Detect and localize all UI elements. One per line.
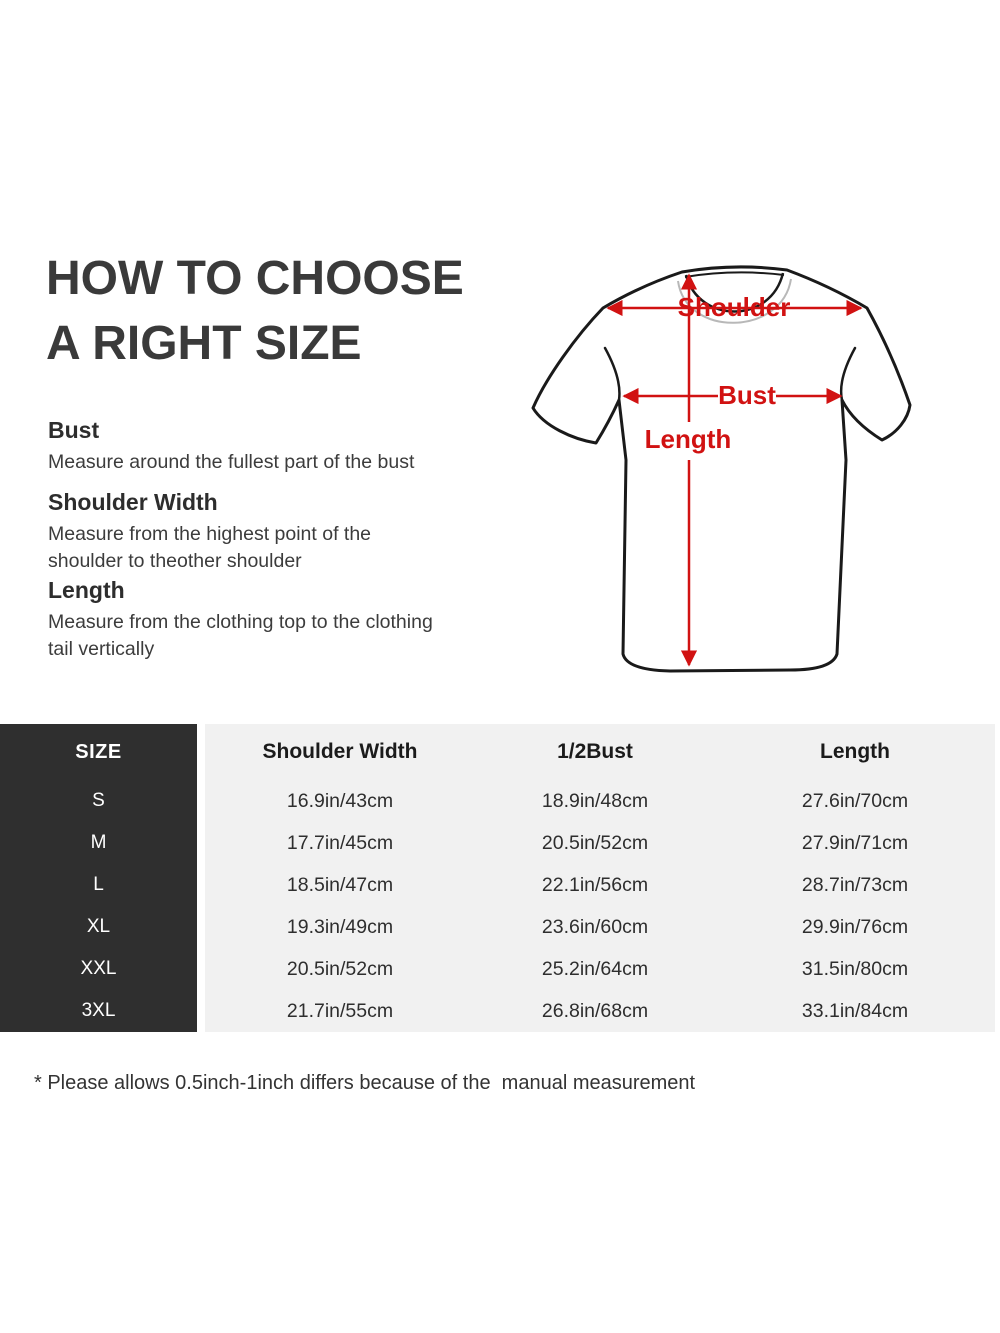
- diagram-bust-label: Bust: [718, 380, 776, 410]
- table-row: L 18.5in/47cm 22.1in/56cm 28.7in/73cm: [0, 864, 995, 906]
- size-cell: XL: [0, 906, 197, 948]
- page-title-line2: A RIGHT SIZE: [46, 317, 362, 370]
- instruction-length: Length Measure from the clothing top to …: [48, 575, 448, 662]
- size-cell: S: [0, 780, 197, 822]
- length-cell: 27.6in/70cm: [715, 780, 995, 822]
- table-row: S 16.9in/43cm 18.9in/48cm 27.6in/70cm: [0, 780, 995, 822]
- page-title-line1: HOW TO CHOOSE: [46, 252, 464, 305]
- length-cell: 31.5in/80cm: [715, 948, 995, 990]
- measurement-disclaimer: * Please allows 0.5inch-1inch differs be…: [34, 1072, 696, 1094]
- table-row: 3XL 21.7in/55cm 26.8in/68cm 33.1in/84cm: [0, 990, 995, 1032]
- bust-cell: 22.1in/56cm: [475, 864, 715, 906]
- instruction-heading: Shoulder Width: [48, 489, 218, 515]
- bust-cell: 18.9in/48cm: [475, 780, 715, 822]
- instruction-heading: Length: [48, 577, 125, 603]
- length-cell: 28.7in/73cm: [715, 864, 995, 906]
- bust-cell: 20.5in/52cm: [475, 822, 715, 864]
- shoulder-cell: 16.9in/43cm: [205, 780, 475, 822]
- tshirt-outline-shape: [531, 265, 912, 673]
- column-gap: [197, 822, 205, 864]
- instruction-shoulder-width: Shoulder Width Measure from the highest …: [48, 487, 448, 574]
- shoulder-cell: 17.7in/45cm: [205, 822, 475, 864]
- col-header-bust: 1/2Bust: [475, 724, 715, 780]
- instruction-body: Measure from the clothing top to the clo…: [48, 611, 433, 660]
- diagram-shoulder-label: Shoulder: [678, 292, 791, 322]
- column-gap: [197, 780, 205, 822]
- col-header-length: Length: [715, 724, 995, 780]
- length-cell: 27.9in/71cm: [715, 822, 995, 864]
- diagram-length-label: Length: [645, 424, 732, 454]
- collar-shadow-curve: [677, 278, 792, 324]
- size-cell: XXL: [0, 948, 197, 990]
- column-gap: [197, 864, 205, 906]
- table-header-row: SIZE Shoulder Width 1/2Bust Length: [0, 724, 995, 780]
- shoulder-cell: 18.5in/47cm: [205, 864, 475, 906]
- tshirt-diagram: Shoulder Bust Length: [531, 265, 912, 673]
- col-header-size: SIZE: [0, 724, 197, 780]
- instruction-body: Measure from the highest point of the sh…: [48, 523, 372, 572]
- bust-cell: 23.6in/60cm: [475, 906, 715, 948]
- instruction-body: Measure around the fullest part of the b…: [48, 451, 415, 473]
- size-table: SIZE Shoulder Width 1/2Bust Length S 16.…: [0, 724, 995, 1032]
- left-armhole-seam: [603, 346, 621, 402]
- page-title: HOW TO CHOOSE A RIGHT SIZE: [46, 246, 464, 376]
- col-header-shoulder: Shoulder Width: [205, 724, 475, 780]
- length-cell: 33.1in/84cm: [715, 990, 995, 1032]
- size-cell: L: [0, 864, 197, 906]
- table-row: XXL 20.5in/52cm 25.2in/64cm 31.5in/80cm: [0, 948, 995, 990]
- instruction-bust: Bust Measure around the fullest part of …: [48, 415, 448, 476]
- bust-cell: 25.2in/64cm: [475, 948, 715, 990]
- size-cell: 3XL: [0, 990, 197, 1032]
- bust-cell: 26.8in/68cm: [475, 990, 715, 1032]
- column-gap: [197, 948, 205, 990]
- instruction-heading: Bust: [48, 417, 100, 443]
- shoulder-cell: 19.3in/49cm: [205, 906, 475, 948]
- table-row: M 17.7in/45cm 20.5in/52cm 27.9in/71cm: [0, 822, 995, 864]
- length-cell: 29.9in/76cm: [715, 906, 995, 948]
- column-gap: [197, 724, 205, 780]
- column-gap: [197, 990, 205, 1032]
- table-row: XL 19.3in/49cm 23.6in/60cm 29.9in/76cm: [0, 906, 995, 948]
- column-gap: [197, 906, 205, 948]
- shoulder-cell: 20.5in/52cm: [205, 948, 475, 990]
- shoulder-cell: 21.7in/55cm: [205, 990, 475, 1032]
- size-cell: M: [0, 822, 197, 864]
